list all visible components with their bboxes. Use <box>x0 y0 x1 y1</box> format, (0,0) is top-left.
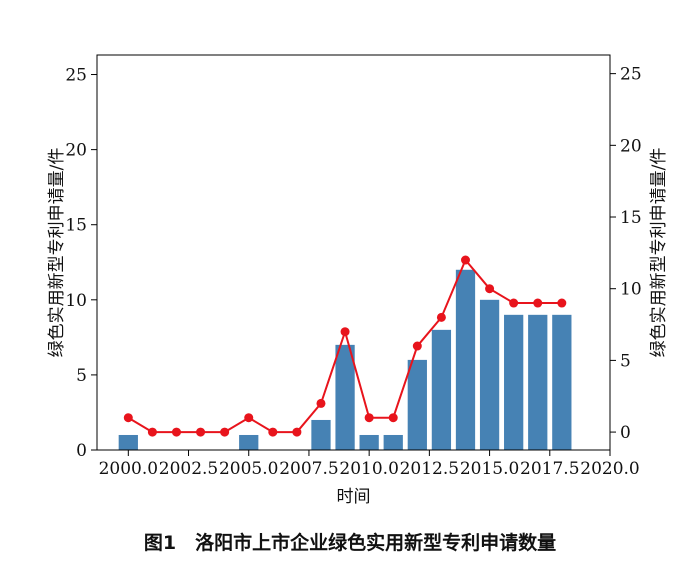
x-axis-label: 时间 <box>337 487 371 507</box>
bar <box>359 434 379 450</box>
line-point <box>340 327 350 337</box>
line-point <box>485 284 495 294</box>
y-left-tick-label: 0 <box>76 441 87 461</box>
y-left-tick-label: 10 <box>65 291 87 311</box>
line-point <box>171 427 181 437</box>
bars-layer <box>118 269 572 450</box>
plot-frame <box>96 54 611 451</box>
x-tick-label: 2005.0 <box>219 459 278 479</box>
line-point <box>557 298 567 308</box>
line-layer <box>123 255 567 437</box>
bar <box>455 269 476 450</box>
line-point <box>412 341 422 351</box>
line-point <box>460 255 470 265</box>
x-tick-label: 2010.0 <box>339 459 398 479</box>
y-left-tick-label: 15 <box>65 216 87 236</box>
y-left-tick-label: 20 <box>65 141 87 161</box>
bar <box>407 359 427 450</box>
bar <box>528 314 548 450</box>
y-right-tick-label: 0 <box>620 423 631 443</box>
line-point <box>244 413 254 423</box>
bar <box>552 314 572 450</box>
line-point <box>388 413 398 423</box>
chart: 2000.0 2002.5 2005.0 2007.5 2010.0 2012.5 2015… <box>47 54 669 507</box>
y-axis-right-label: 绿色实用新型专利申请量/件 <box>649 148 669 358</box>
line-point <box>364 413 374 423</box>
x-tick-label: 2000.0 <box>99 459 158 479</box>
y-left-tick-label: 5 <box>76 366 87 386</box>
y-right-tick-label: 20 <box>620 136 642 156</box>
y-right-tick-label: 25 <box>620 65 642 85</box>
bar <box>479 299 500 450</box>
line-point <box>436 312 446 322</box>
line-point <box>123 413 133 423</box>
x-tick-label: 2017.5 <box>520 459 579 479</box>
bar <box>383 434 403 450</box>
bar <box>504 314 524 450</box>
line-point <box>292 427 302 437</box>
line-point <box>220 427 230 437</box>
line-point <box>509 298 519 308</box>
x-tick-label: 2002.5 <box>159 459 218 479</box>
y-axis-left-label: 绿色实用新型专利申请量/件 <box>47 148 67 358</box>
line-point <box>147 427 157 437</box>
bar <box>239 434 259 450</box>
figure-caption: 图1 洛阳市上市企业绿色实用新型专利申请数量 <box>143 532 557 554</box>
line-point <box>196 427 206 437</box>
y-right-tick-label: 5 <box>620 351 631 371</box>
x-tick-label: 2007.5 <box>279 459 338 479</box>
bar <box>431 329 452 450</box>
y-right-tick-label: 15 <box>620 208 642 228</box>
line-point <box>268 427 278 437</box>
line-point <box>316 398 326 408</box>
x-tick-label: 2015.0 <box>460 459 519 479</box>
line-point <box>533 298 543 308</box>
y-right-tick-label: 10 <box>620 280 642 300</box>
x-tick-label: 2020.0 <box>580 459 639 479</box>
bar <box>335 344 355 450</box>
bar <box>118 434 138 450</box>
axes-layer: 2000.0 2002.5 2005.0 2007.5 2010.0 2012.5 2015… <box>65 65 641 479</box>
y-left-tick-label: 25 <box>65 66 87 86</box>
x-tick-label: 2012.5 <box>400 459 459 479</box>
bar <box>311 419 331 450</box>
